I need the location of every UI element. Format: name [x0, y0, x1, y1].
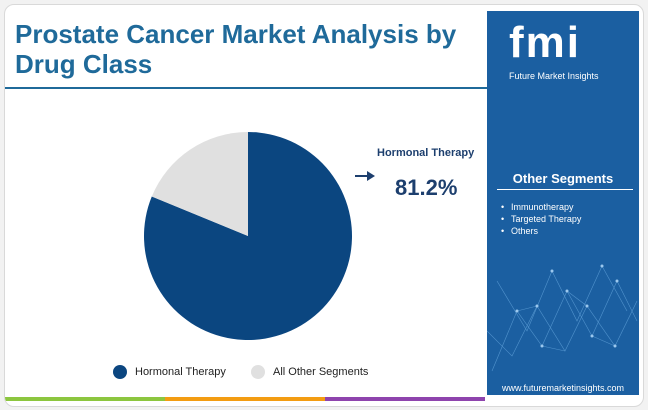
- side-panel: fmi Future Market Insights Other Segment…: [487, 11, 639, 395]
- callout-label: Hormonal Therapy: [377, 147, 475, 159]
- accent-bar-purple: [325, 397, 485, 401]
- segment-item: Others: [501, 225, 581, 237]
- segment-item: Targeted Therapy: [501, 213, 581, 225]
- accent-bar-orange: [165, 397, 325, 401]
- website-url: www.futuremarketinsights.com: [501, 383, 625, 393]
- title-divider: [5, 87, 487, 89]
- logo-mark: fmi: [509, 18, 581, 67]
- page-title: Prostate Cancer Market Analysis by Drug …: [15, 19, 457, 79]
- pie-slices: [144, 132, 352, 341]
- legend-item-hormonal: Hormonal Therapy: [113, 365, 226, 379]
- pie-chart: [144, 132, 375, 341]
- callout-value: 81.2%: [395, 175, 458, 200]
- network-graphic: [487, 264, 638, 372]
- callout-arrow: [355, 171, 375, 181]
- other-segments-heading: Other Segments: [512, 171, 614, 186]
- segment-item: Immunotherapy: [501, 201, 581, 213]
- legend-label-other: All Other Segments: [273, 366, 369, 378]
- other-segments-list: Immunotherapy Targeted Therapy Others: [501, 201, 581, 237]
- legend-label-hormonal: Hormonal Therapy: [135, 366, 226, 378]
- pie-slice-all-other-segments: [151, 132, 248, 236]
- accent-bar-green: [5, 397, 165, 401]
- brand-logo: fmi Future Market Insights: [487, 11, 639, 89]
- legend-swatch-other: [251, 365, 265, 379]
- pie-slice-hormonal-therapy: [144, 132, 352, 341]
- legend-item-other: All Other Segments: [251, 365, 368, 379]
- legend-swatch-hormonal: [113, 365, 127, 379]
- brand-name: Future Market Insights: [509, 71, 599, 81]
- report-card: Prostate Cancer Market Analysis by Drug …: [4, 4, 644, 407]
- side-divider: [497, 189, 633, 190]
